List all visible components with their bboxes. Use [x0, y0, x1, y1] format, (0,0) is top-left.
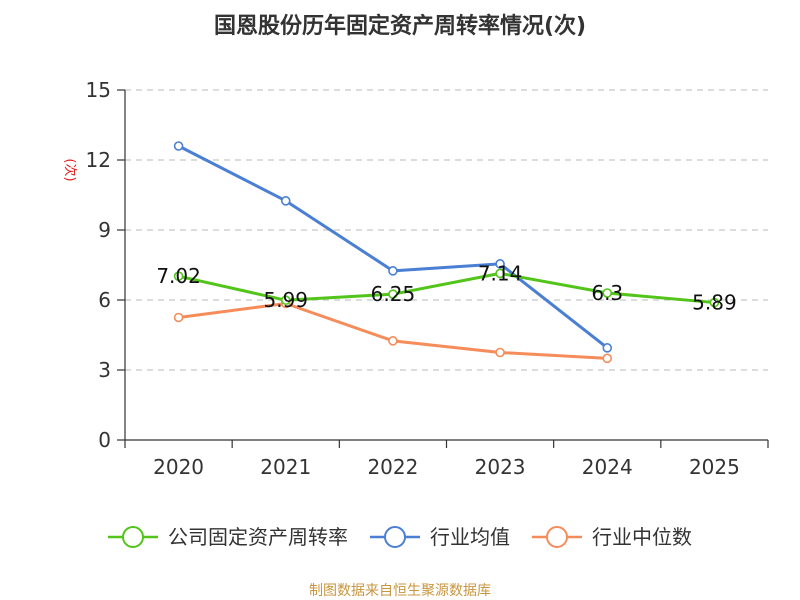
data-point — [709, 297, 720, 308]
data-point — [495, 347, 505, 358]
data-labels: 7.02 5.99 6.25 7.14 6.3 5.89 — [156, 261, 736, 314]
data-point — [388, 289, 398, 299]
data-point — [173, 312, 184, 323]
legend-label: 行业中位数 — [592, 525, 692, 549]
legend-item: 行业均值 — [370, 525, 510, 549]
series-line — [177, 144, 609, 350]
x-tick-label: 2024 — [582, 455, 633, 479]
y-tick-label: 12 — [86, 148, 111, 172]
data-point — [388, 336, 398, 346]
legend-label: 行业均值 — [430, 525, 510, 549]
data-point — [388, 266, 398, 276]
data-source: 制图数据来自恒生聚源数据库 — [309, 583, 491, 599]
data-label: 6.25 — [371, 282, 416, 306]
data-label: 5.89 — [692, 291, 737, 315]
y-axis-label: (次) — [62, 158, 78, 181]
x-tick-label: 2022 — [367, 455, 418, 479]
x-tick-label: 2021 — [260, 455, 311, 479]
y-tick-label: 15 — [86, 78, 111, 102]
x-tick-label: 2025 — [689, 455, 740, 479]
y-tick-label: 6 — [98, 288, 111, 312]
data-label: 6.3 — [591, 281, 623, 305]
y-tick-label: 0 — [98, 428, 111, 452]
x-tick-label: 2023 — [475, 455, 526, 479]
data-point — [280, 196, 291, 206]
data-point — [602, 288, 613, 298]
data-point — [173, 141, 184, 151]
data-point — [602, 343, 613, 353]
legend-marker — [546, 526, 568, 548]
data-point — [280, 295, 291, 306]
data-point — [602, 353, 613, 364]
y-tick-label: 9 — [98, 218, 111, 242]
data-point — [495, 259, 505, 269]
x-tick-label: 2020 — [153, 455, 204, 479]
grid-lines — [125, 89, 768, 371]
legend-item: 行业中位数 — [532, 525, 692, 549]
data-label: 7.14 — [478, 261, 523, 285]
series-line — [178, 271, 715, 305]
data-label: 7.02 — [156, 264, 201, 288]
legend: 公司固定资产周转率 行业均值 行业中位数 — [108, 525, 692, 549]
legend-item: 公司固定资产周转率 — [108, 525, 348, 549]
data-point — [495, 268, 505, 279]
legend-label: 公司固定资产周转率 — [168, 525, 348, 549]
data-point — [173, 271, 184, 282]
axes: 0 3 6 9 12 15 (次) 2020 2021 2022 2023 2024 2025 — [62, 78, 769, 479]
data-label: 5.99 — [263, 288, 308, 312]
chart-title: 国恩股份历年固定资产周转率情况(次) — [213, 14, 587, 39]
series-line — [178, 302, 608, 360]
y-tick-label: 3 — [98, 358, 111, 382]
legend-marker — [122, 526, 144, 548]
series — [173, 141, 720, 364]
legend-marker — [384, 526, 406, 548]
